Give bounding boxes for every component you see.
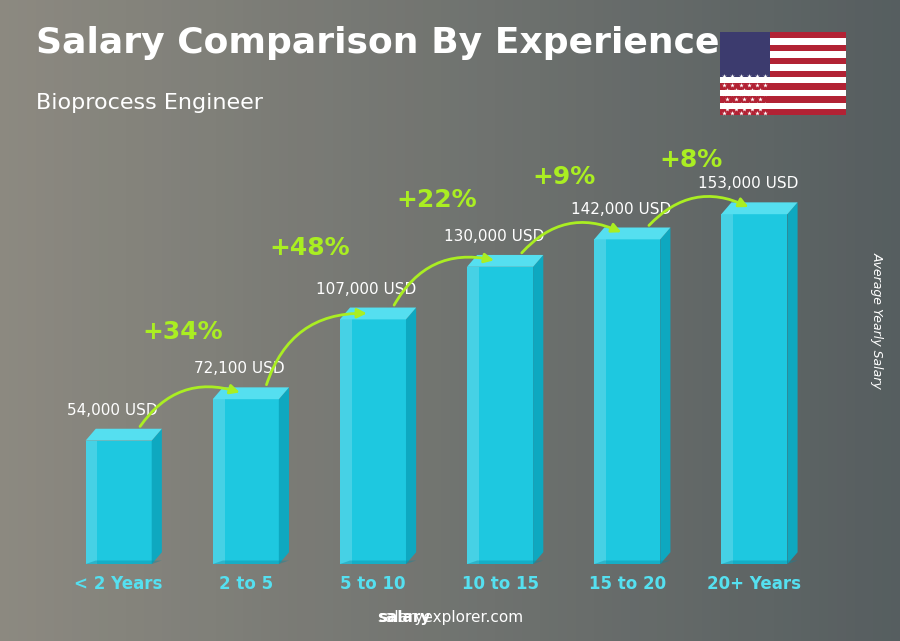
Text: salary: salary — [378, 610, 430, 625]
Text: +8%: +8% — [659, 148, 723, 172]
Bar — [720, 45, 846, 51]
Polygon shape — [721, 203, 797, 214]
Polygon shape — [467, 255, 544, 267]
Bar — [720, 90, 846, 96]
Polygon shape — [406, 308, 416, 564]
Bar — [340, 319, 406, 564]
Polygon shape — [152, 429, 162, 564]
Text: 54,000 USD: 54,000 USD — [67, 403, 158, 418]
Text: +9%: +9% — [532, 165, 595, 188]
Text: 153,000 USD: 153,000 USD — [698, 176, 798, 192]
Bar — [86, 440, 97, 564]
Bar — [720, 71, 846, 77]
Bar — [720, 103, 846, 109]
Text: 107,000 USD: 107,000 USD — [317, 281, 417, 297]
Polygon shape — [788, 203, 797, 564]
Bar — [467, 267, 533, 564]
Bar — [720, 77, 846, 83]
Text: +34%: +34% — [142, 320, 222, 344]
Polygon shape — [340, 560, 416, 564]
Polygon shape — [533, 255, 544, 564]
Text: 72,100 USD: 72,100 USD — [194, 362, 284, 376]
Polygon shape — [212, 560, 289, 564]
Bar — [340, 319, 352, 564]
Text: 142,000 USD: 142,000 USD — [571, 201, 671, 217]
Polygon shape — [86, 429, 162, 440]
Bar — [720, 83, 846, 90]
Text: Bioprocess Engineer: Bioprocess Engineer — [36, 93, 263, 113]
Bar — [721, 214, 788, 564]
Bar — [212, 399, 279, 564]
Polygon shape — [212, 387, 289, 399]
Bar — [86, 440, 152, 564]
Bar — [594, 239, 661, 564]
Polygon shape — [594, 560, 670, 564]
Bar — [720, 32, 770, 77]
Text: +22%: +22% — [396, 188, 477, 212]
Text: +48%: +48% — [269, 237, 350, 260]
Text: Average Yearly Salary: Average Yearly Salary — [871, 252, 884, 389]
Text: salaryexplorer.com: salaryexplorer.com — [377, 610, 523, 625]
Bar — [720, 51, 846, 58]
Polygon shape — [661, 228, 670, 564]
Bar — [721, 214, 734, 564]
Text: Salary Comparison By Experience: Salary Comparison By Experience — [36, 26, 719, 60]
Bar — [212, 399, 225, 564]
Polygon shape — [279, 387, 289, 564]
Polygon shape — [594, 228, 670, 239]
Bar — [720, 38, 846, 45]
Polygon shape — [86, 560, 162, 564]
Polygon shape — [467, 560, 544, 564]
Bar — [467, 267, 479, 564]
Bar — [720, 32, 846, 38]
Bar — [594, 239, 606, 564]
Bar — [720, 96, 846, 103]
Polygon shape — [340, 308, 416, 319]
Bar — [720, 109, 846, 115]
Polygon shape — [721, 560, 797, 564]
Bar — [720, 58, 846, 64]
Bar — [720, 64, 846, 71]
Text: 130,000 USD: 130,000 USD — [444, 229, 544, 244]
